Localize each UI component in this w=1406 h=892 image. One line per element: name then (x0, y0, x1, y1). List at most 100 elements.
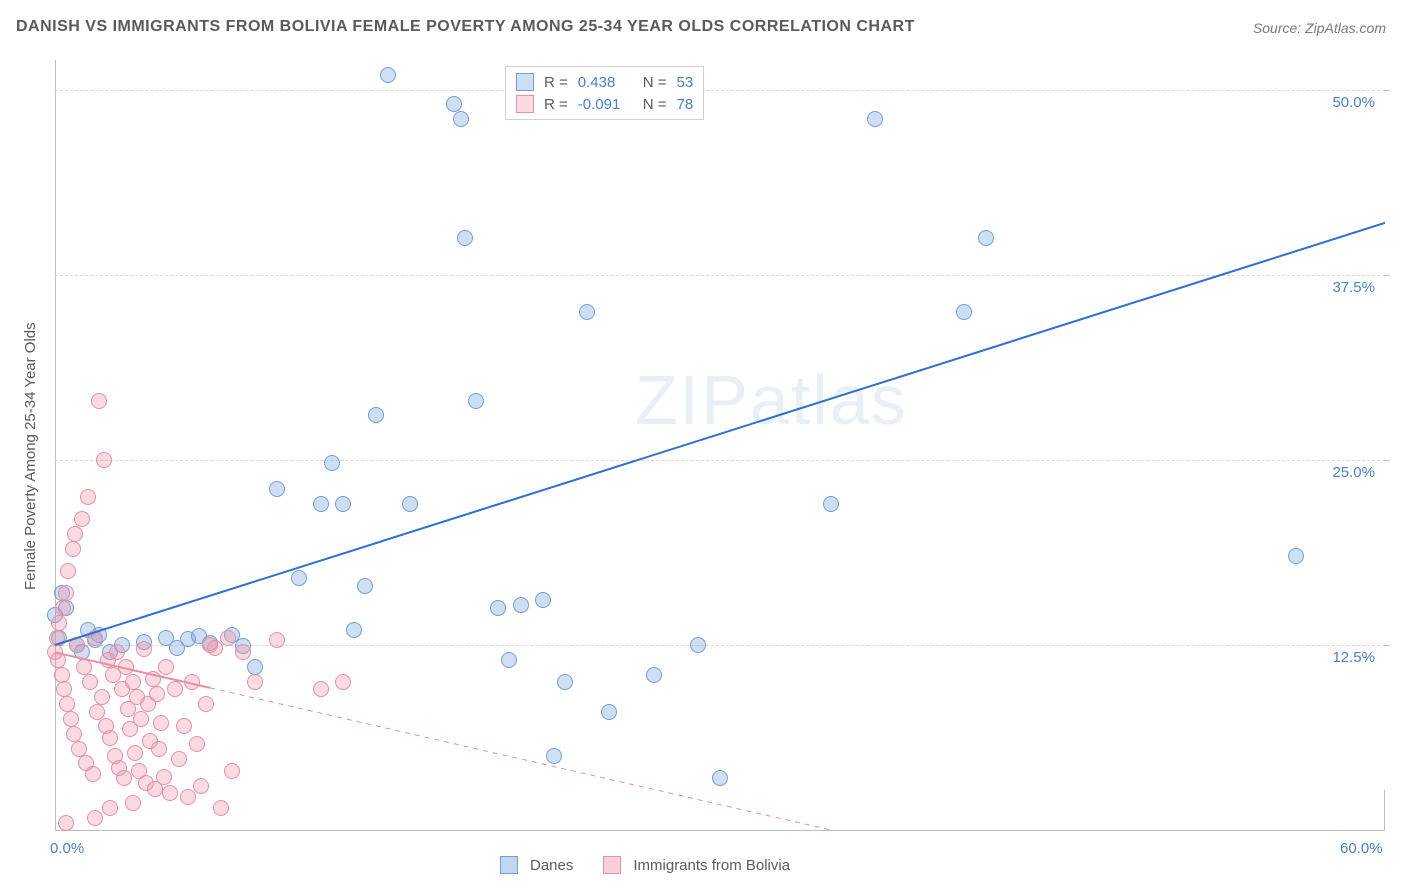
data-point (546, 748, 562, 764)
data-point (557, 674, 573, 690)
data-point (189, 736, 205, 752)
legend-swatch (603, 856, 621, 874)
legend-swatch (516, 73, 534, 91)
data-point (646, 667, 662, 683)
n-value: 78 (677, 96, 694, 113)
data-point (76, 659, 92, 675)
data-point (313, 681, 329, 697)
correlation-legend-row: R =0.438N =53 (516, 71, 693, 93)
gridline (55, 275, 1385, 276)
gridline (55, 645, 1385, 646)
data-point (823, 496, 839, 512)
data-point (125, 795, 141, 811)
data-point (102, 730, 118, 746)
data-point (56, 681, 72, 697)
data-point (54, 667, 70, 683)
y-tick-mark (1384, 275, 1390, 276)
data-point (402, 496, 418, 512)
data-point (513, 597, 529, 613)
data-point (867, 111, 883, 127)
y-tick-mark (1384, 90, 1390, 91)
data-point (87, 810, 103, 826)
data-point (91, 393, 107, 409)
data-point (291, 570, 307, 586)
y-tick-label: 37.5% (1332, 279, 1375, 296)
data-point (198, 696, 214, 712)
data-point (60, 563, 76, 579)
data-point (978, 230, 994, 246)
data-point (51, 615, 67, 631)
data-point (69, 637, 85, 653)
data-point (82, 674, 98, 690)
data-point (118, 659, 134, 675)
data-point (235, 644, 251, 660)
data-point (85, 766, 101, 782)
data-point (74, 511, 90, 527)
data-point (346, 622, 362, 638)
trend-line-dashed (210, 688, 831, 830)
data-point (71, 741, 87, 757)
chart-title: DANISH VS IMMIGRANTS FROM BOLIVIA FEMALE… (16, 18, 915, 36)
data-point (96, 452, 112, 468)
data-point (109, 644, 125, 660)
n-value: 53 (677, 74, 694, 91)
y-axis-label: Female Poverty Among 25-34 Year Olds (22, 322, 39, 590)
data-point (89, 704, 105, 720)
data-point (127, 745, 143, 761)
data-point (167, 681, 183, 697)
data-point (87, 630, 103, 646)
r-value: -0.091 (578, 96, 633, 113)
data-point (335, 674, 351, 690)
r-label: R = (544, 74, 568, 91)
series-legend: Danes Immigrants from Bolivia (500, 856, 808, 874)
data-point (269, 632, 285, 648)
trend-lines (55, 60, 1385, 830)
data-point (601, 704, 617, 720)
data-point (446, 96, 462, 112)
data-point (63, 711, 79, 727)
plot-area: ZIPatlas 12.5%25.0%37.5%50.0% 0.0%60.0% … (55, 60, 1385, 830)
data-point (156, 769, 172, 785)
data-point (247, 674, 263, 690)
correlation-legend-row: R = -0.091 N = 78 (516, 93, 693, 115)
gridline (55, 460, 1385, 461)
y-tick-mark (1384, 645, 1390, 646)
data-point (180, 789, 196, 805)
data-point (94, 689, 110, 705)
data-point (535, 592, 551, 608)
r-value: 0.438 (578, 74, 633, 91)
legend-swatch (516, 95, 534, 113)
data-point (151, 741, 167, 757)
x-axis-line (55, 830, 1385, 831)
data-point (224, 763, 240, 779)
data-point (247, 659, 263, 675)
data-point (468, 393, 484, 409)
data-point (368, 407, 384, 423)
data-point (193, 778, 209, 794)
data-point (55, 600, 71, 616)
data-point (153, 715, 169, 731)
correlation-legend: R = 0.438 N = 53 R = -0.091 N = 78 (505, 66, 704, 120)
data-point (313, 496, 329, 512)
data-point (213, 800, 229, 816)
data-point (184, 674, 200, 690)
data-point (149, 686, 165, 702)
data-point (67, 526, 83, 542)
r-label: R = (544, 96, 568, 113)
n-label: N = (643, 96, 667, 113)
x-tick-label: 60.0% (1340, 840, 1383, 857)
legend-series-label: Danes (530, 857, 573, 874)
data-point (501, 652, 517, 668)
data-point (50, 652, 66, 668)
x-tick-label: 0.0% (50, 840, 84, 857)
data-point (133, 711, 149, 727)
y-tick-label: 12.5% (1332, 649, 1375, 666)
data-point (145, 671, 161, 687)
legend-series-label: Immigrants from Bolivia (633, 857, 790, 874)
y-axis-right-line (1384, 790, 1385, 830)
gridline (55, 90, 1385, 91)
data-point (176, 718, 192, 734)
data-point (58, 815, 74, 831)
data-point (324, 455, 340, 471)
data-point (116, 770, 132, 786)
